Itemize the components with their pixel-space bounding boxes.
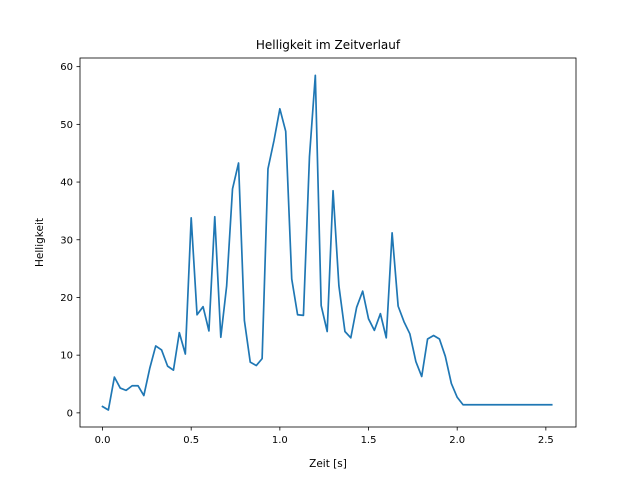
x-tick-label: 0.5 xyxy=(183,435,199,446)
y-tick-label: 50 xyxy=(60,120,73,131)
series-line xyxy=(101,74,553,411)
x-tick-label: 1.5 xyxy=(361,435,377,446)
plot-frame xyxy=(79,57,577,428)
x-tick-label: 1.0 xyxy=(272,435,288,446)
y-tick-label: 10 xyxy=(60,351,73,362)
y-axis-label: Helligkeit xyxy=(34,218,46,267)
y-tick-label: 60 xyxy=(60,62,73,73)
chart-title: Helligkeit im Zeitverlauf xyxy=(256,38,401,52)
x-axis-label: Zeit [s] xyxy=(309,458,347,470)
plot-area xyxy=(80,58,576,427)
y-tick-label: 30 xyxy=(60,235,73,246)
y-tick-label: 40 xyxy=(60,178,73,189)
x-tick-label: 2.0 xyxy=(449,435,465,446)
y-tick-label: 0 xyxy=(67,408,73,419)
x-tick-label: 0.0 xyxy=(95,435,111,446)
y-tick-label: 20 xyxy=(60,293,73,304)
x-tick-label: 2.5 xyxy=(538,435,554,446)
